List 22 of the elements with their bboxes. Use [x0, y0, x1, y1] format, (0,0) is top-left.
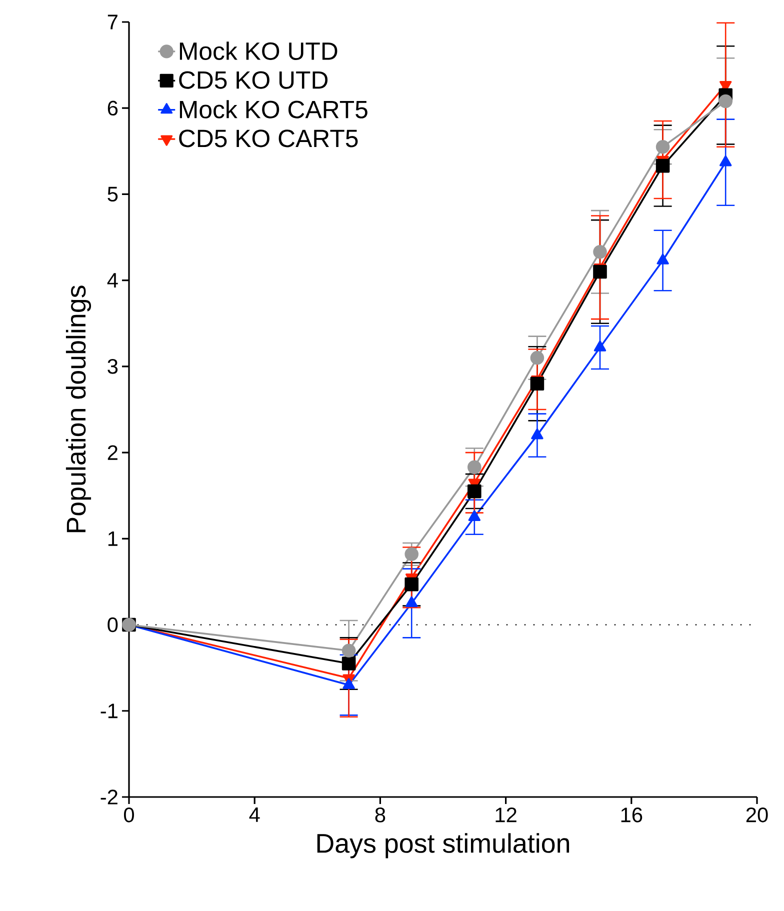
x-tick-label: 8	[375, 808, 386, 822]
legend-label: Mock KO UTD	[180, 42, 338, 60]
y-tick-label: 0	[108, 617, 118, 632]
legend-label: Mock KO CART5	[180, 100, 368, 118]
x-tick-label: 16	[621, 808, 642, 822]
x-tick-label: 12	[496, 808, 516, 822]
y-tick-label: -1	[100, 704, 118, 718]
x-axis-title: Days post stimulation	[317, 833, 570, 858]
y-tick-label: 4	[107, 273, 118, 288]
x-tick-label: 20	[746, 808, 768, 822]
y-tick-label: 2	[108, 445, 118, 460]
y-tick-label: -2	[100, 790, 118, 804]
y-tick-label: 5	[108, 186, 118, 202]
legend-label: CD5 KO UTD	[179, 71, 328, 89]
legend-label: CD5 KO CART5	[179, 130, 358, 148]
y-tick-label: 3	[108, 359, 118, 374]
x-tick-label: 4	[249, 808, 260, 822]
x-tick-label: 0	[124, 808, 134, 822]
y-tick-label: 6	[108, 100, 118, 116]
y-tick-label: 1	[108, 531, 118, 546]
y-axis-title: Population doublings	[66, 286, 92, 532]
y-tick-label: 7	[108, 14, 118, 30]
